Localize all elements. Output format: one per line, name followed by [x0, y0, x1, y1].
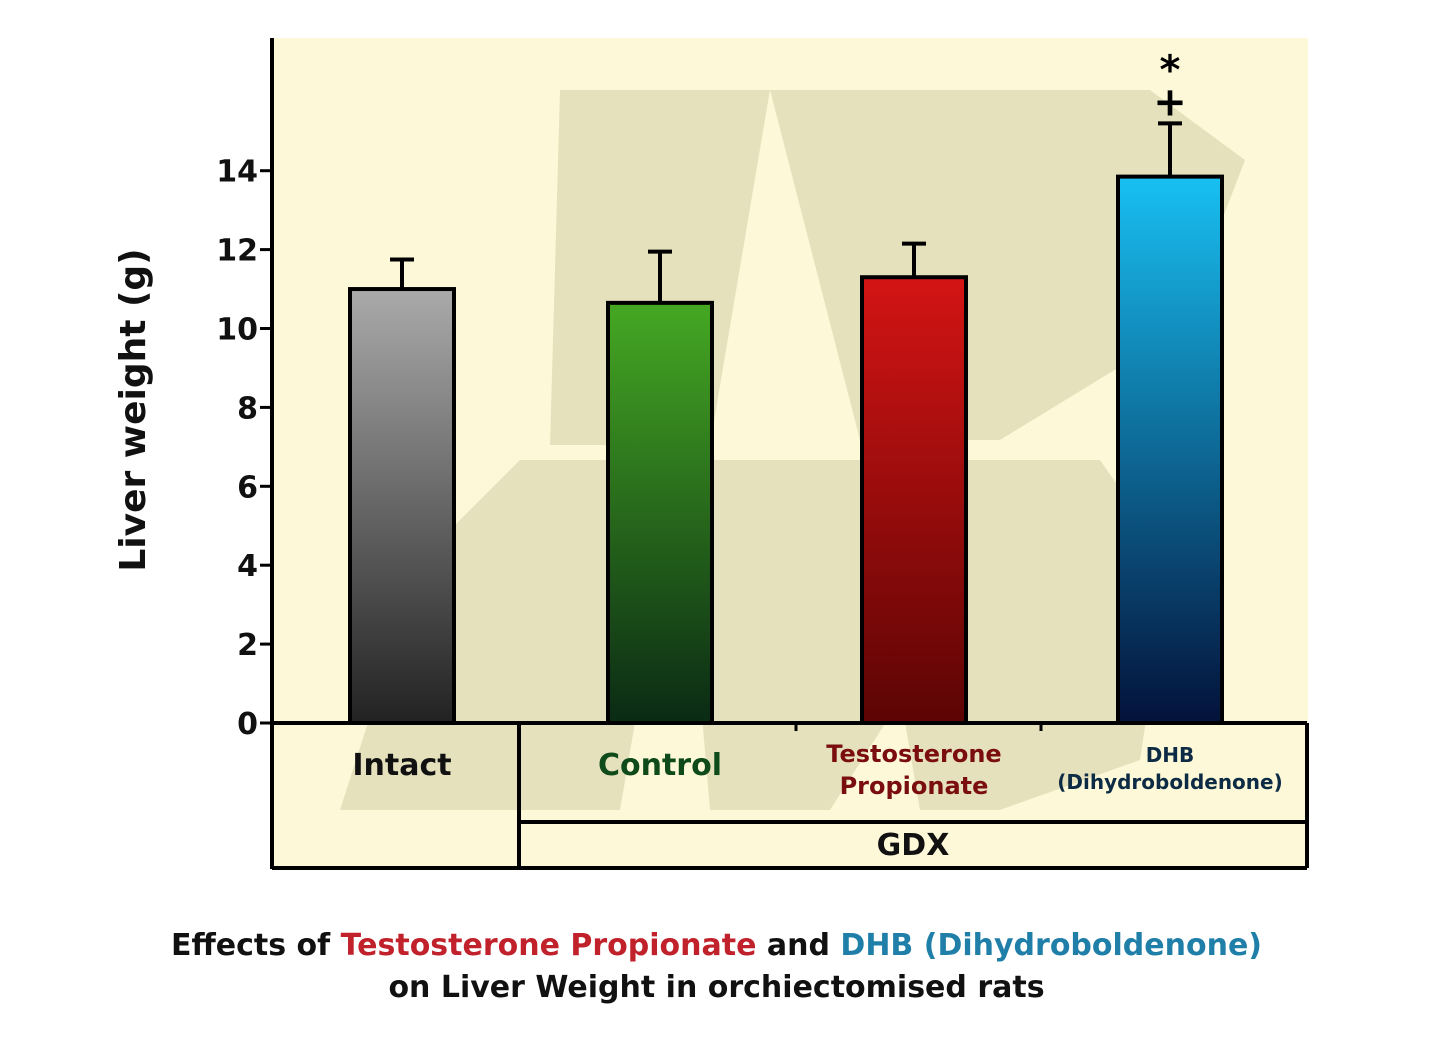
significance-marker: +	[1153, 79, 1187, 125]
category-label: (Dihydroboldenone)	[1057, 770, 1283, 794]
bar-intact	[348, 287, 456, 725]
bar-dhb-dihydroboldenone-	[1116, 174, 1224, 725]
category-label: Control	[598, 748, 722, 783]
y-tick-label: 2	[237, 628, 258, 663]
y-tick-label: 8	[237, 391, 258, 426]
caption-line-2: on Liver Weight in orchiectomised rats	[388, 970, 1045, 1005]
category-label: Testosterone	[826, 740, 1001, 768]
y-axis-label: Liver weight (g)	[113, 248, 154, 571]
group-label: GDX	[877, 828, 950, 863]
y-tick-label: 12	[216, 234, 258, 269]
y-tick-label: 6	[237, 470, 258, 505]
chart-caption: Effects of Testosterone Propionate and D…	[0, 925, 1433, 1009]
y-tick-label: 10	[216, 313, 258, 348]
bar-control	[606, 300, 714, 725]
bar-testosterone-propionate	[860, 275, 968, 725]
category-label: DHB	[1146, 743, 1195, 767]
significance-marker: *	[1160, 47, 1181, 93]
caption-text: and	[756, 928, 841, 963]
x-categories: GDX Intact Control Testosterone Propionate DH…	[352, 740, 1282, 863]
caption-text: Effects of	[170, 928, 341, 963]
y-tick-label: 4	[237, 549, 258, 584]
category-label: Propionate	[840, 772, 989, 800]
caption-highlight-dhb: DHB (Dihydroboldenone)	[840, 928, 1263, 963]
bars: +*	[348, 47, 1224, 725]
caption-line-1: Effects of Testosterone Propionate and D…	[0, 925, 1433, 967]
y-tick-label: 14	[216, 155, 258, 190]
caption-highlight-tp: Testosterone Propionate	[340, 928, 757, 963]
y-tick-label: 0	[237, 707, 258, 742]
category-label: Intact	[352, 748, 451, 783]
